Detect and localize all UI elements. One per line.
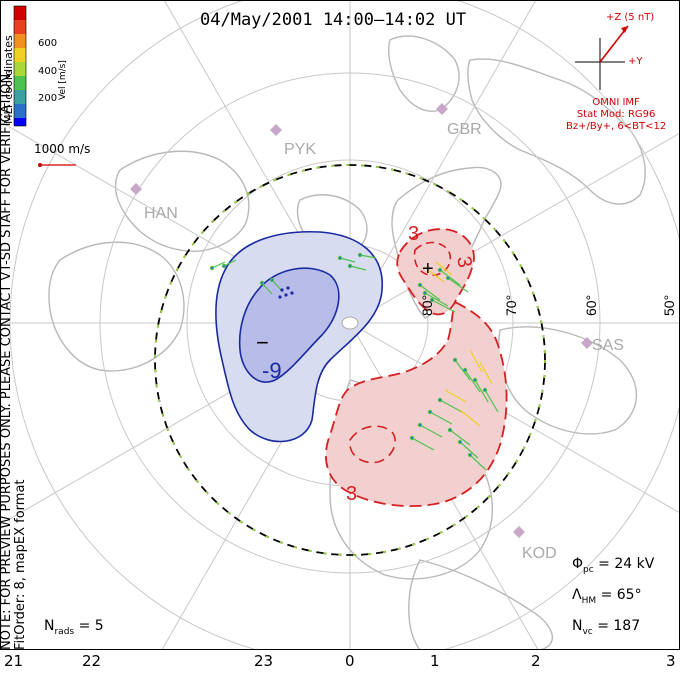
mlt-tick-22: 22 [82,652,102,670]
imf-vector-arrowhead [621,26,628,33]
lat-label-50: 50° [661,295,677,316]
imf-stat-mod: Stat Mod: RG96 [576,109,656,120]
min-marker: − [256,330,269,355]
europe-coast [467,58,646,205]
radar-label-han: HAN [144,205,178,222]
page-title: 04/May/2001 14:00–14:02 UT [200,10,467,30]
radar-site-gbr [436,103,448,115]
radar-site-pyk [270,124,282,136]
alaska-coast [408,559,553,650]
radar-site-han [130,183,142,195]
radar-sites [130,103,593,538]
stat-nrads: Nrads = 5 [44,618,104,637]
lat-label-80: 80° [419,295,435,316]
stat-lambda-hm: ΛHM = 65° [572,587,642,606]
colorbar-unit: Vel [m/s] [58,60,68,100]
stat-n-vc: Nvc = 187 [572,618,641,637]
mlt-tick-1: 1 [430,652,440,670]
mlt-tick-23: 23 [254,652,274,670]
max-marker: + [422,258,434,280]
hudson-coast [114,150,250,252]
radar-site-kod [513,526,525,538]
contour-label-3-north: 3 [408,223,419,245]
side-note-line1: NOTE: FOR PREVIEW PURPOSES ONLY. PLEASE … [0,69,14,650]
imf-info: OMNI IMF Stat Mod: RG96 Bz+/By+, 6<BT<12 [566,97,666,133]
imf-vector [599,25,629,63]
russia-north-coast [498,326,637,435]
mlt-tick-0: 0 [345,652,355,670]
contour-label-neg9: -9 [262,358,282,383]
colorbar [13,5,27,127]
scale-vector-dot [38,163,42,167]
positive-cell-inner-south [349,425,396,464]
imf-clock [575,38,625,90]
contour-label-3-south: 3 [346,483,357,505]
radar-label-gbr: GBR [447,121,482,138]
negative-cell-inner [238,267,340,383]
scale-vector-label: 1000 m/s [34,142,91,156]
radar-label-pyk: PYK [284,141,316,158]
lat-label-60: 60° [583,295,599,316]
canada-coast [48,241,185,372]
radar-site-sas [581,337,593,349]
velocity-vectors [209,252,499,471]
colorbar-label-600: 600 [38,38,58,49]
mlt-tick-3: 3 [666,652,676,670]
radar-label-sas: SAS [592,337,624,354]
colorbar-label-400: 400 [38,66,58,77]
stat-phi-pc: Φpc = 24 kV [572,556,655,575]
imf-y-label: +Y [628,56,643,67]
colorbar-label-200: 200 [38,93,58,104]
pole-marker [341,316,359,330]
side-note: NOTE: FOR PREVIEW PURPOSES ONLY. PLEASE … [0,70,28,650]
mlt-tick-2: 2 [531,652,541,670]
radar-label-kod: KOD [522,545,557,562]
imf-source: OMNI IMF [592,97,640,108]
positive-cell-inner-north [413,241,452,277]
lat-label-70: 70° [503,295,519,316]
side-note-line2: FitOrder: 8, mapEX format [13,479,28,650]
scandinavia-coast [388,35,460,112]
positive-cell-fill-south [324,300,508,507]
heppner-maynard-boundary-dots [154,164,546,556]
imf-z-label: +Z (5 nT) [606,12,655,23]
contour-label-3-east: 3 [452,255,476,270]
imf-condition: Bz+/By+, 6<BT<12 [566,121,667,132]
mlt-tick-21: 21 [4,652,24,670]
